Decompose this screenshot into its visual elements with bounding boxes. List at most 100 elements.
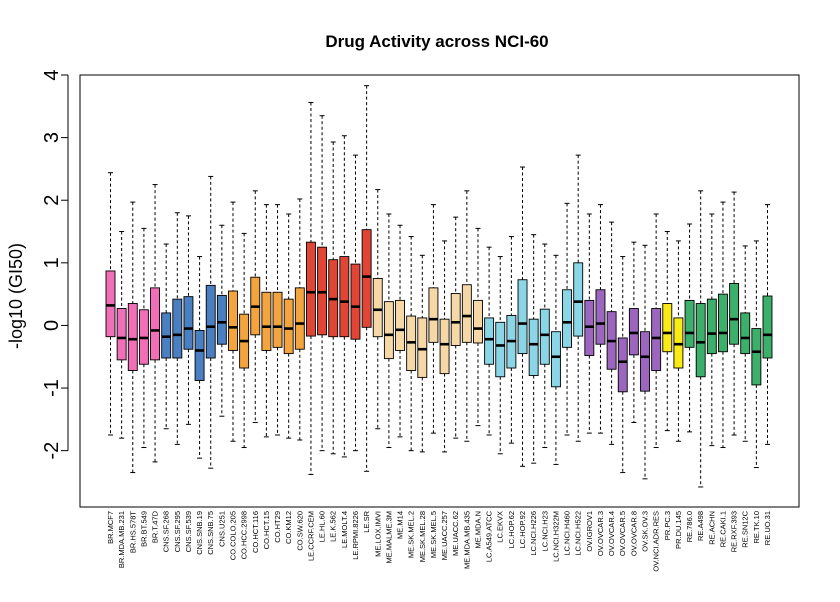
x-tick-label: CO.HCC.2998: [240, 511, 249, 559]
box-LC.A549.ATCC: [484, 246, 495, 436]
x-tick-label: LC.HOP.62: [507, 511, 516, 548]
y-tick-label: 0: [41, 320, 63, 331]
box-PR.DU.145: [673, 240, 684, 442]
iqr-box: [573, 262, 584, 337]
box-LE.MOLT.4: [339, 135, 350, 458]
iqr-box: [740, 312, 751, 355]
x-tick-label: ME.SK.MEL.5: [429, 511, 438, 558]
iqr-box: [261, 291, 272, 351]
iqr-box: [339, 256, 350, 338]
x-tick-label: LE.K.562: [329, 511, 338, 542]
boxes-layer: [105, 85, 773, 488]
box-RE.786.0: [684, 223, 695, 433]
x-tick-label: BR.MCF7: [106, 511, 115, 544]
x-tick-label: BR.HS.578T: [128, 511, 137, 554]
iqr-box: [228, 290, 238, 351]
box-RE.RXF.393: [729, 191, 740, 436]
box-BR.MCF7: [105, 172, 116, 436]
x-tick-label: CO.KM12: [284, 511, 293, 544]
x-tick-label: LE.MOLT.4: [340, 511, 349, 548]
box-ME.SK.MEL.2: [406, 236, 417, 452]
x-tick-label: ME.SK.MEL.28: [418, 511, 427, 562]
iqr-box: [150, 287, 160, 361]
box-CNS.SF.268: [161, 243, 172, 430]
box-OV.NCI.ADR.RES: [651, 213, 662, 449]
iqr-box: [651, 308, 662, 371]
x-tick-label: LC.NCI.H322M: [551, 511, 560, 562]
x-tick-label: OV.NCI.ADR.RES: [652, 511, 661, 572]
x-tick-label: RE.CAKI.1: [718, 511, 727, 547]
box-BR.T.47D: [150, 184, 160, 463]
box-ME.MALME.3M: [383, 213, 394, 449]
iqr-box: [640, 331, 650, 392]
y-tick-label: 2: [41, 195, 63, 206]
x-tick-label: OV.OVCAR.3: [596, 511, 605, 556]
box-ME.MDA.N: [473, 227, 483, 427]
box-CO.SW.620: [294, 198, 305, 441]
x-tick-label: BR.MDA.MB.231: [117, 511, 126, 568]
box-CO.HCC.2998: [239, 232, 250, 449]
box-RE.SN12C: [740, 245, 751, 442]
x-tick-label: OV.OVCAR.5: [618, 511, 627, 556]
box-CO.HCT.116: [250, 190, 261, 423]
x-tick-label: LC.EKVX: [496, 511, 505, 543]
x-tick-label: OV.IGROV1: [585, 511, 594, 552]
iqr-box: [562, 289, 573, 348]
x-tick-label: ME.LOX.IMVI: [373, 511, 382, 557]
box-BR.MDA.MB.231: [116, 231, 127, 439]
iqr-box: [684, 299, 695, 348]
box-LE.HL.60: [317, 115, 328, 452]
iqr-box: [550, 331, 561, 388]
box-OV.IGROV1: [584, 213, 595, 434]
x-tick-label: ME.MDA.N: [473, 511, 482, 549]
iqr-box: [484, 317, 495, 365]
x-tick-label: LC.A549.ATCC: [485, 510, 494, 562]
iqr-box: [361, 229, 372, 328]
iqr-box: [350, 263, 361, 340]
box-ME.UACC.257: [439, 240, 450, 453]
chart-title: Drug Activity across NCI-60: [325, 32, 548, 51]
x-tick-label: OV.SK.OV.3: [641, 511, 650, 552]
iqr-box: [127, 303, 138, 371]
iqr-box: [528, 318, 539, 376]
box-CNS.U251: [216, 224, 227, 417]
x-tick-label: ME.UACC.62: [451, 511, 460, 556]
x-tick-label: LE.CCRF.CEM: [306, 511, 315, 561]
box-ME.LOX.IMVI: [372, 189, 383, 430]
x-tick-label: LE.SR: [362, 510, 371, 532]
box-CO.KM12: [283, 213, 294, 439]
box-OV.SK.OV.3: [640, 244, 650, 480]
x-tick-label: PR.PC.3: [663, 511, 672, 540]
iqr-box: [695, 303, 706, 378]
iqr-box: [417, 317, 428, 378]
box-RE.A498: [695, 190, 706, 488]
y-tick-label: 4: [41, 69, 63, 80]
iqr-box: [706, 298, 717, 355]
box-ME.MDA.MB.435: [461, 190, 472, 442]
box-RE.ACHN: [706, 213, 717, 447]
x-tick-label: RE.TK.10: [752, 511, 761, 544]
iqr-box: [183, 296, 194, 350]
iqr-box: [194, 329, 205, 381]
box-LC.NCI.H226: [528, 234, 539, 464]
box-RE.CAKI.1: [718, 201, 728, 449]
x-tick-label: LC.NCI.H460: [563, 511, 572, 556]
box-LC.NCI.H322M: [550, 254, 561, 465]
box-OV.OVCAR.4: [606, 221, 617, 445]
iqr-box: [272, 291, 283, 348]
x-tick-label: BR.BT.549: [139, 511, 148, 547]
iqr-box: [751, 328, 762, 386]
x-tick-label: RE.786.0: [685, 511, 694, 542]
iqr-box: [205, 284, 216, 359]
x-tick-label: LC.HOP.92: [518, 511, 527, 548]
box-LE.CCRF.CEM: [305, 102, 316, 475]
x-tick-label: LC.NCI.H522: [574, 511, 583, 556]
x-tick-label: RE.RXF.393: [730, 511, 739, 552]
x-tick-label: RE.A498: [696, 511, 705, 541]
x-tick-label: CNS.SF.539: [184, 511, 193, 552]
y-tick-label: 1: [41, 257, 63, 268]
x-tick-label: CO.HCT.116: [251, 511, 260, 553]
box-ME.SK.MEL.28: [417, 254, 428, 453]
